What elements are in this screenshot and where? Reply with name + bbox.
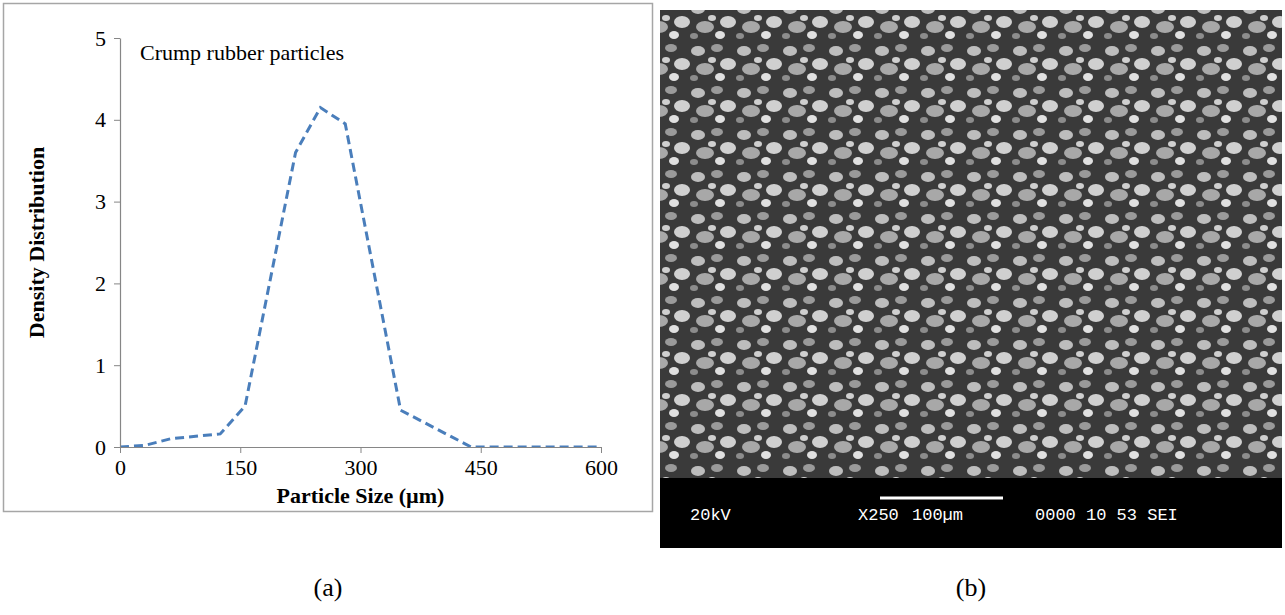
x-axis-tick: 150 — [224, 447, 257, 480]
sem-voltage: 20kV — [690, 506, 732, 525]
y-axis-tick: 0 — [95, 435, 120, 460]
y-axis-tick: 5 — [95, 26, 120, 51]
y-axis-tick-label: 0 — [95, 435, 106, 460]
x-axis: 0 150 300 450 600 — [115, 447, 618, 480]
x-axis-tick-mark — [361, 447, 362, 453]
y-axis-tick-label: 1 — [95, 353, 106, 378]
sem-scale-bar — [880, 497, 1003, 500]
x-axis-tick: 600 — [585, 447, 618, 480]
x-axis-tick-label: 300 — [345, 455, 378, 480]
x-axis-tick: 450 — [465, 447, 498, 480]
y-axis-tick-label: 2 — [95, 271, 106, 296]
x-axis-title: Particle Size (µm) — [277, 483, 445, 508]
y-axis-tick-mark — [114, 283, 120, 284]
sem-info: 0000 10 53 SEI — [1035, 506, 1178, 525]
x-axis-tick-mark — [601, 447, 602, 453]
y-axis-tick-mark — [114, 202, 120, 203]
x-axis-tick-mark — [120, 447, 121, 453]
y-axis-line — [120, 39, 121, 448]
sem-micrograph — [660, 10, 1282, 478]
y-axis-tick-mark — [114, 447, 120, 448]
y-axis-tick: 2 — [95, 271, 120, 296]
x-axis-tick: 0 — [115, 447, 126, 480]
x-axis-tick-label: 150 — [224, 455, 257, 480]
annotation: Crump rubber particles — [140, 40, 344, 65]
x-axis-tick: 300 — [345, 447, 378, 480]
y-axis-tick-label: 3 — [95, 189, 106, 214]
plot-area — [120, 108, 601, 447]
figure: 0 150 300 450 600 0 1 2 3 4 5 Particle Size (µm) Den… — [0, 0, 1285, 615]
y-axis-title: Density Distribution — [24, 147, 49, 338]
x-axis-tick-label: 600 — [585, 455, 618, 480]
x-axis-tick-mark — [240, 447, 241, 453]
sem-image: 20kV X250 100µm 0000 10 53 SEI — [660, 10, 1282, 548]
y-axis-tick-mark — [114, 365, 120, 366]
y-axis-tick: 1 — [95, 353, 120, 378]
sem-scale-bar: 100µm — [912, 506, 963, 525]
x-axis-tick-label: 450 — [465, 455, 498, 480]
panel-label: (a) — [314, 573, 343, 602]
y-axis-tick: 4 — [95, 107, 120, 132]
y-axis: 0 1 2 3 4 5 — [95, 26, 121, 460]
y-axis-tick-label: 5 — [95, 26, 106, 51]
y-axis-tick-mark — [114, 120, 120, 121]
y-axis-tick-label: 4 — [95, 107, 106, 132]
data-line — [120, 108, 601, 447]
panel-frame — [4, 4, 653, 512]
y-axis-tick: 3 — [95, 189, 120, 214]
sem-magnification: X250 — [858, 506, 899, 525]
x-axis-tick-mark — [481, 447, 482, 453]
y-axis-tick-mark — [114, 38, 120, 39]
sem-info-bar — [660, 478, 1282, 548]
panel-label: (b) — [956, 573, 986, 602]
x-axis-tick-label: 0 — [115, 455, 126, 480]
